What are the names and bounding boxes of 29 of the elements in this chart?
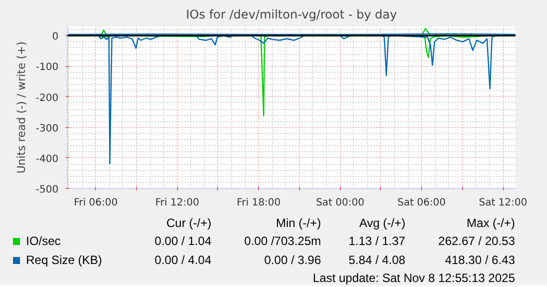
text: 1.13 / 1.37 [348,233,406,250]
x-tick-label: Sat 06:00 [397,198,446,208]
x-tick-label: Fri 06:00 [74,198,118,208]
text: 0.00 / 3.96 [263,252,322,270]
text: Last update: Sat Nov 8 12:55:13 2025 [312,270,515,287]
chart-title: IOs for /dev/milton-vg/root - by day [186,8,397,22]
text: Min (-/+) [275,215,322,232]
text: Cur (-/+) [165,215,212,232]
x-tick-label: Fri 18:00 [236,198,281,208]
x-tick-label: Fri 12:00 [155,198,200,208]
x-tick-label: Sat 00:00 [316,198,364,208]
y-tick-label: 0 [52,32,59,43]
text: 5.84 / 4.08 [348,252,406,270]
text: 0.00 / 4.04 [154,252,212,270]
y-tick-label: -300 [36,123,59,134]
y-tick-label: -200 [36,92,59,104]
text: 0.00 /703.25m [243,233,322,250]
text: 262.67 / 20.53 [437,233,515,250]
legend-label: IO/sec [25,233,62,250]
legend-label: Req Size (KB) [25,252,104,270]
x-tick-label: Sat 12:00 [478,198,528,208]
y-axis-title: Units read (-) / write (+) [14,41,28,174]
y-tick-label: -100 [36,62,59,74]
text: Max (-/+) [466,215,515,232]
y-tick-label: -400 [36,154,59,165]
y-tick-label: -500 [36,184,59,196]
text: 0.00 / 1.04 [154,233,212,250]
text: Avg (-/+) [358,215,406,232]
text: 418.30 / 6.43 [444,252,515,270]
